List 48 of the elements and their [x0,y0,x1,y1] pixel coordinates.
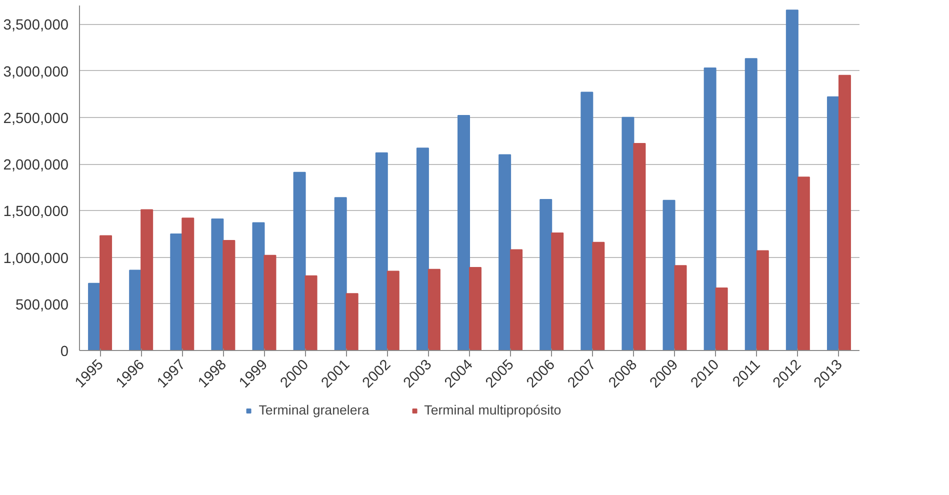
bar [756,250,769,350]
bar [580,92,594,350]
bar [211,218,224,350]
bar [428,268,440,350]
bar [510,249,523,350]
bar [416,148,429,350]
bar [264,254,276,350]
bar [633,143,646,350]
bar [346,293,358,350]
bar [592,242,605,350]
bar [386,270,400,350]
y-tick-label: 500,000 [16,297,69,314]
bar [622,116,634,350]
bar [129,270,142,350]
bar [252,222,265,350]
bar [222,240,236,350]
bar [334,197,347,350]
y-tick-label: 3,500,000 [3,18,68,34]
bar [540,198,552,350]
bar [140,209,154,350]
bar [498,154,512,350]
y-tick-label: 1,500,000 [3,204,68,220]
bar [100,235,112,350]
bar [293,172,306,350]
bar [469,267,482,350]
bar [170,233,183,350]
y-tick-label: 0 [60,344,69,360]
y-tick-label: 2,500,000 [3,110,68,127]
bar [704,67,716,350]
bar [662,200,676,350]
bar [88,282,101,350]
bar [786,10,798,350]
bar [826,96,840,350]
y-tick-label: 1,000,000 [3,250,68,267]
bar [551,232,564,350]
legend-label: Terminal multipropósito [424,402,562,418]
bar [744,58,758,350]
y-tick-label: 2,000,000 [3,158,68,174]
bar [375,152,388,350]
y-tick-label: 3,000,000 [3,64,68,80]
bar [838,74,851,350]
bar [304,275,318,350]
bar [797,176,810,350]
bar [715,288,728,350]
bar [674,265,687,350]
bar [458,115,470,350]
legend-label: Terminal granelera [258,402,370,418]
bar [182,218,194,350]
